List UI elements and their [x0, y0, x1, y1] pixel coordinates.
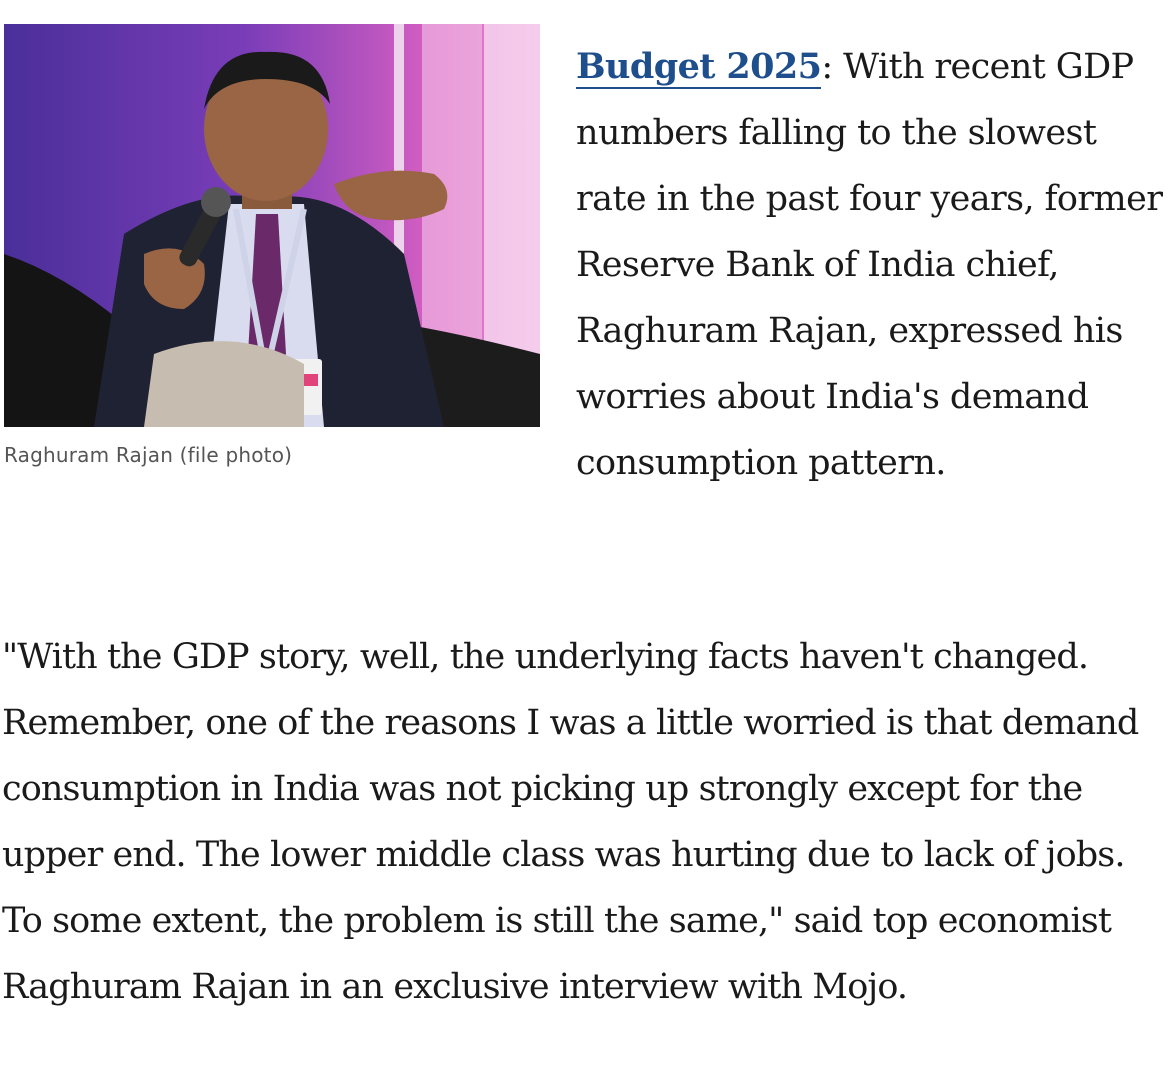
- budget-2025-link[interactable]: Budget 2025: [576, 46, 822, 89]
- photo-caption: Raghuram Rajan (file photo): [4, 443, 293, 467]
- article-figure: Raghuram Rajan (file photo): [4, 24, 540, 467]
- photo-illustration: [4, 24, 540, 427]
- lead-text: : With recent GDP numbers falling to the…: [576, 47, 1163, 483]
- body-paragraph: "With the GDP story, well, the underlyin…: [2, 637, 1139, 1007]
- article-photo[interactable]: [4, 24, 540, 427]
- lead-paragraph: Budget 2025: With recent GDP numbers fal…: [576, 34, 1166, 496]
